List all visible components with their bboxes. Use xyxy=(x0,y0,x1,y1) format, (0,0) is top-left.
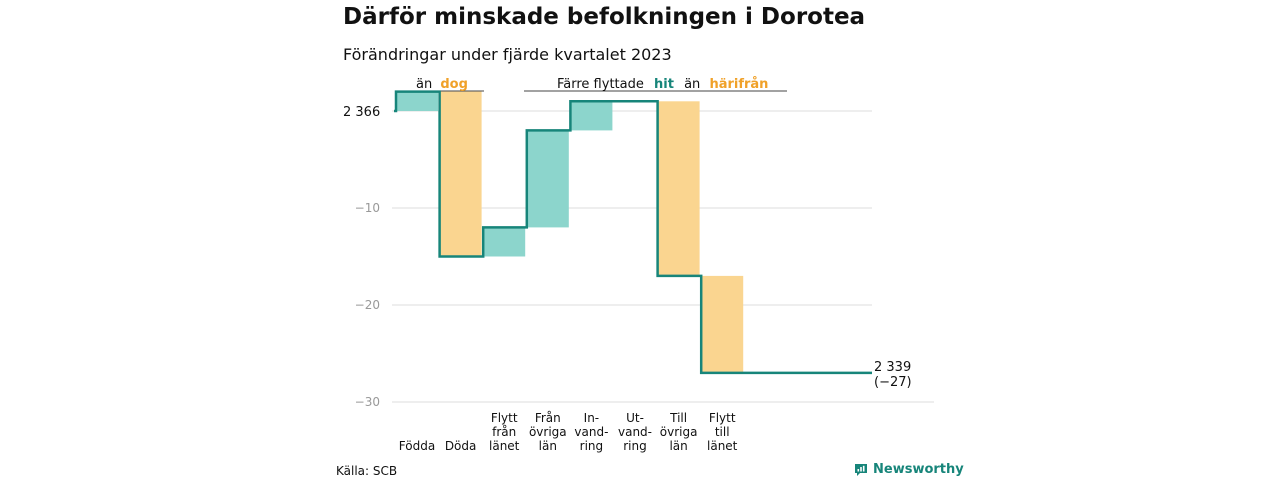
y-tick-label: −20 xyxy=(355,298,380,312)
brand-logo[interactable]: Newsworthy xyxy=(854,462,964,477)
category-label: Flytt till länet xyxy=(707,411,738,453)
running-total-line xyxy=(394,90,872,375)
category-label: Ut-vand-ring xyxy=(618,411,652,453)
annotation-middle: än xyxy=(684,77,700,92)
end-value-label: 2 339 xyxy=(874,360,911,375)
bar xyxy=(526,130,569,228)
category-label: Till övriga län xyxy=(660,411,698,453)
category-label: In-vand-ring xyxy=(574,411,608,453)
bar xyxy=(701,275,744,373)
category-label: Födda xyxy=(399,439,435,453)
end-change-label: (−27) xyxy=(874,375,912,390)
category-label: Flytt från länet xyxy=(489,411,520,453)
running-total xyxy=(394,90,872,375)
bar xyxy=(396,91,438,111)
annotation-births-deaths: än dog xyxy=(416,77,468,92)
annotation-migration: Färre flyttade hit än härifrån xyxy=(557,77,768,92)
source-note: Källa: SCB xyxy=(336,464,398,478)
annotation-prefix: Färre flyttade xyxy=(557,77,644,92)
bar xyxy=(657,101,700,276)
annotation-prefix: än xyxy=(416,77,432,92)
category-label: Döda xyxy=(445,439,477,453)
category-label: Från övriga län xyxy=(529,411,567,453)
chart-title: Därför minskade befolkningen i Dorotea xyxy=(343,4,866,30)
annotation-highlight-hit: hit xyxy=(654,77,674,92)
bars xyxy=(396,91,744,373)
bar xyxy=(439,91,482,257)
newsworthy-icon xyxy=(855,463,867,476)
category-labels: Födda Döda Flytt från länet Från övriga länIn-v… xyxy=(399,411,738,453)
bar xyxy=(570,101,613,131)
annotation-highlight-dog: dog xyxy=(440,77,468,92)
brand-name: Newsworthy xyxy=(873,462,964,477)
grid-lines: −10 −20 −30 xyxy=(355,110,934,409)
bar xyxy=(483,227,526,257)
chart-subtitle: Förändringar under fjärde kvartalet 2023 xyxy=(343,45,672,64)
y-tick-label: −30 xyxy=(355,395,380,409)
y-tick-label: −10 xyxy=(355,201,380,215)
start-value-label: 2 366 xyxy=(343,105,380,120)
annotation-highlight-harifran: härifrån xyxy=(709,77,768,92)
